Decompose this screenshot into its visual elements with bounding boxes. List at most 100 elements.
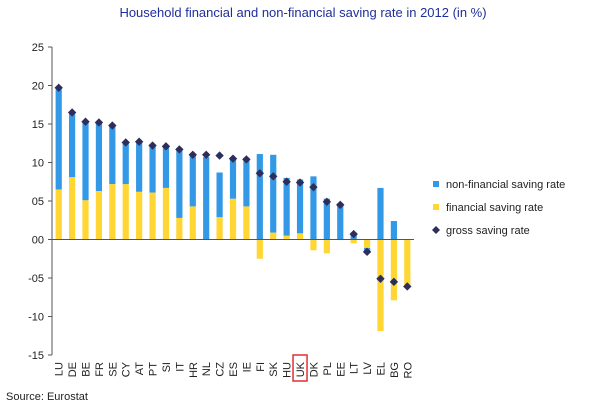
x-tick-nl: NL (201, 362, 213, 376)
bar-financial-lt (350, 239, 357, 244)
bar-non-financial-ee (337, 203, 344, 240)
marker-gross-sk (269, 172, 278, 181)
marker-gross-nl (201, 150, 211, 159)
marker-gross-dk (309, 182, 318, 192)
marker-gross-el (376, 274, 385, 283)
bar-non-financial-nl (203, 157, 210, 240)
x-tick-be: BE (81, 362, 93, 377)
y-tick-label: 00 (32, 235, 44, 247)
y-tick-label: 15 (32, 119, 44, 131)
bar-non-financial-it (176, 148, 183, 218)
bar-financial-lu (55, 189, 62, 240)
gross-markers-group (54, 83, 412, 291)
marker-gross-es (228, 154, 238, 163)
marker-gross-cy (121, 138, 130, 147)
x-tick-labels: LU DE BE FR SE CY AT PT SI IT HR NL CZ ES IE FI SK HU UK DK… (54, 354, 414, 382)
x-tick-el: EL (375, 362, 387, 375)
bar-non-financial-es (229, 159, 237, 199)
x-tick-es: ES (228, 362, 240, 377)
bar-financial-ro (404, 239, 411, 286)
legend-label-financial-saving-rate: financial saving rate (446, 202, 543, 214)
marker-gross-at (134, 137, 144, 146)
x-tick-dk: DK (308, 361, 320, 377)
bar-financial-se (109, 184, 116, 240)
x-tick-pl: PL (322, 362, 334, 375)
legend-label-non-financial-saving-rate: non-financial saving rate (446, 179, 565, 191)
marker-gross-be (81, 117, 90, 126)
bar-non-financial-hr (189, 155, 196, 207)
bar-non-financial-fr (95, 122, 103, 191)
bar-financial-it (176, 217, 183, 240)
marker-gross-fr (94, 118, 104, 127)
bar-non-financial-de (69, 113, 76, 178)
marker-gross-hr (188, 150, 197, 159)
marker-gross-fi (255, 169, 265, 178)
bar-financial-el (377, 239, 384, 332)
x-tick-hu: HU (282, 362, 294, 378)
bar-financial-bg (390, 239, 397, 301)
bar-financial-sk (270, 232, 277, 240)
marker-gross-pl (322, 197, 332, 206)
marker-gross-pt (148, 141, 157, 150)
marker-gross-lv (362, 247, 372, 257)
x-tick-se: SE (107, 362, 119, 377)
x-tick-ro: RO (402, 362, 414, 379)
x-tick-lu: LU (54, 362, 66, 376)
highlight-box-uk (292, 354, 308, 382)
y-tick-label: -15 (28, 350, 44, 362)
bar-non-financial-se (109, 125, 116, 185)
x-tick-cy: CY (121, 361, 133, 377)
bar-financial-at (136, 191, 143, 240)
bar-non-financial-bg (390, 221, 397, 240)
bar-financial-de (69, 177, 76, 240)
bar-non-financial-hu (283, 177, 290, 236)
marker-gross-se (108, 121, 117, 130)
bar-financial-ie (243, 206, 250, 240)
bar-financial-pl (323, 239, 330, 254)
y-tick-label: 20 (32, 81, 44, 93)
marker-gross-lu (54, 83, 63, 93)
x-tick-ee: EE (335, 362, 347, 377)
bars-group (55, 89, 411, 332)
bar-non-financial-pt (149, 146, 156, 193)
marker-gross-ro (403, 282, 412, 291)
marker-gross-uk (295, 178, 305, 187)
x-tick-ie: IE (241, 362, 253, 372)
legend-swatch-non-financial-saving-rate (433, 181, 439, 187)
x-tick-it: IT (174, 362, 186, 372)
bar-financial-dk (310, 239, 317, 251)
y-tick-label: 10 (32, 158, 44, 170)
legend: non-financial saving rate financial savin… (432, 179, 565, 237)
bar-non-financial-sk (270, 154, 277, 233)
marker-gross-lt (349, 229, 358, 239)
marker-gross-it (175, 145, 184, 154)
bar-financial-hr (189, 206, 196, 240)
y-tick-label: -05 (28, 273, 44, 285)
legend-swatch-financial-saving-rate (433, 204, 439, 210)
x-tick-at: AT (134, 362, 146, 376)
legend-label-gross-saving-rate: gross saving rate (446, 225, 530, 237)
bar-non-financial-at (136, 140, 143, 192)
bar-financial-lv (363, 239, 371, 248)
y-tick-label: 25 (32, 42, 44, 54)
marker-gross-si (161, 142, 171, 151)
x-tick-cz: CZ (215, 362, 227, 377)
bar-financial-hu (283, 235, 290, 240)
bar-non-financial-uk (296, 179, 304, 234)
bar-financial-es (229, 198, 237, 240)
x-tick-fr: FR (94, 362, 106, 377)
bar-non-financial-el (377, 187, 384, 240)
x-tick-hr: HR (188, 362, 200, 378)
x-tick-de: DE (67, 362, 79, 377)
bar-non-financial-si (162, 147, 170, 188)
bar-non-financial-ie (243, 157, 250, 207)
bar-non-financial-pl (323, 198, 330, 240)
legend-swatch-gross-saving-rate (432, 226, 440, 234)
bar-financial-cz (216, 217, 223, 240)
bar-non-financial-be (82, 122, 89, 201)
x-tick-bg: BG (389, 362, 401, 378)
bar-financial-pt (149, 192, 156, 240)
y-tick-label: 05 (32, 196, 44, 208)
bar-non-financial-dk (310, 176, 317, 240)
